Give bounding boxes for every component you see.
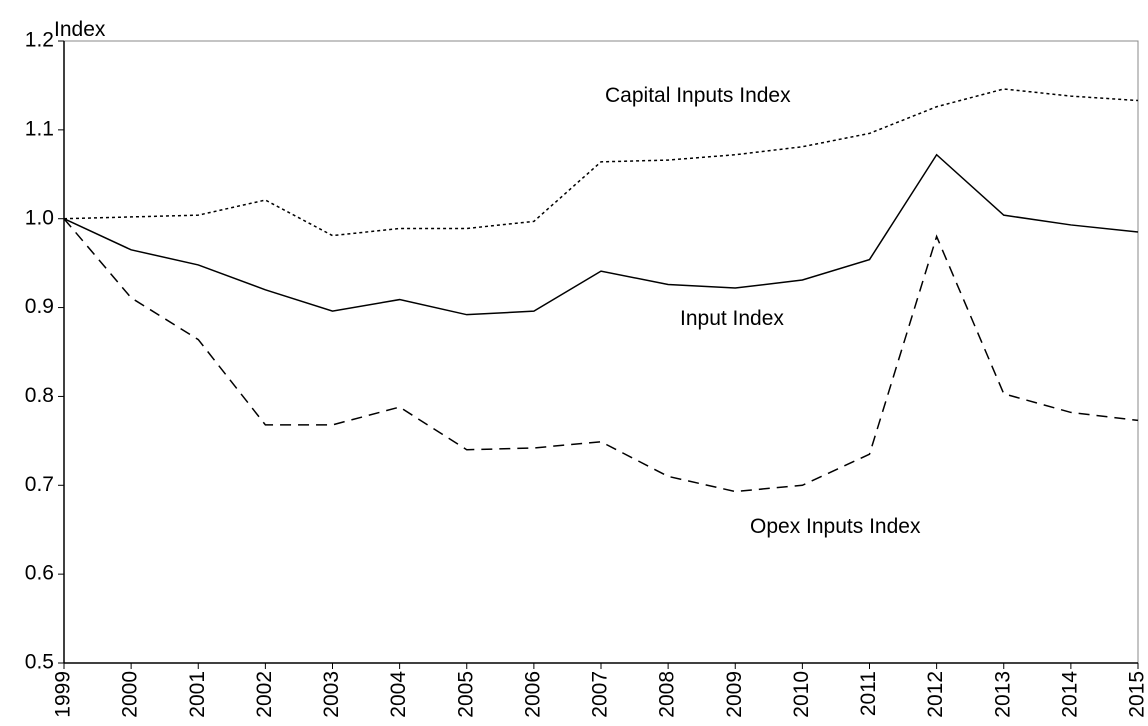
y-tick-label: 0.7 — [25, 473, 54, 496]
x-tick-label: 2002 — [253, 671, 276, 718]
x-tick-label: 2005 — [454, 671, 477, 718]
series-line — [63, 153, 1139, 316]
x-tick-label: 2013 — [991, 671, 1014, 718]
y-tick-label: 0.5 — [25, 651, 54, 674]
x-tick-label: 2010 — [790, 671, 813, 718]
x-tick-label: 2003 — [320, 671, 343, 718]
x-tick-label: 2014 — [1058, 671, 1081, 718]
x-tick-label: 2009 — [723, 671, 746, 718]
x-tick-label: 2006 — [521, 671, 544, 718]
x-tick-label: 1999 — [52, 671, 75, 718]
series-label: Opex Inputs Index — [750, 515, 921, 538]
y-axis-title: Index — [54, 18, 106, 41]
y-tick-label: 1.0 — [25, 206, 54, 229]
y-tick-label: 1.2 — [25, 29, 54, 52]
x-tick-label: 2007 — [589, 671, 612, 718]
x-tick-label: 2004 — [387, 671, 410, 718]
x-tick-label: 2008 — [656, 671, 679, 718]
y-tick-label: 1.1 — [25, 117, 54, 140]
x-tick-label: 2011 — [857, 671, 880, 716]
series-label: Input Index — [680, 307, 784, 330]
series-line — [63, 218, 1139, 493]
y-tick-label: 0.8 — [25, 384, 54, 407]
x-tick-label: 2000 — [119, 671, 142, 718]
plot-frame — [63, 40, 1139, 664]
y-tick-label: 0.6 — [25, 562, 54, 585]
y-tick-label: 0.9 — [25, 295, 54, 318]
x-tick-label: 2012 — [924, 671, 947, 718]
x-tick-label: 2001 — [186, 671, 209, 718]
series-label: Capital Inputs Index — [605, 84, 791, 107]
x-tick-label: 2015 — [1126, 671, 1148, 718]
series-line — [63, 88, 1139, 237]
